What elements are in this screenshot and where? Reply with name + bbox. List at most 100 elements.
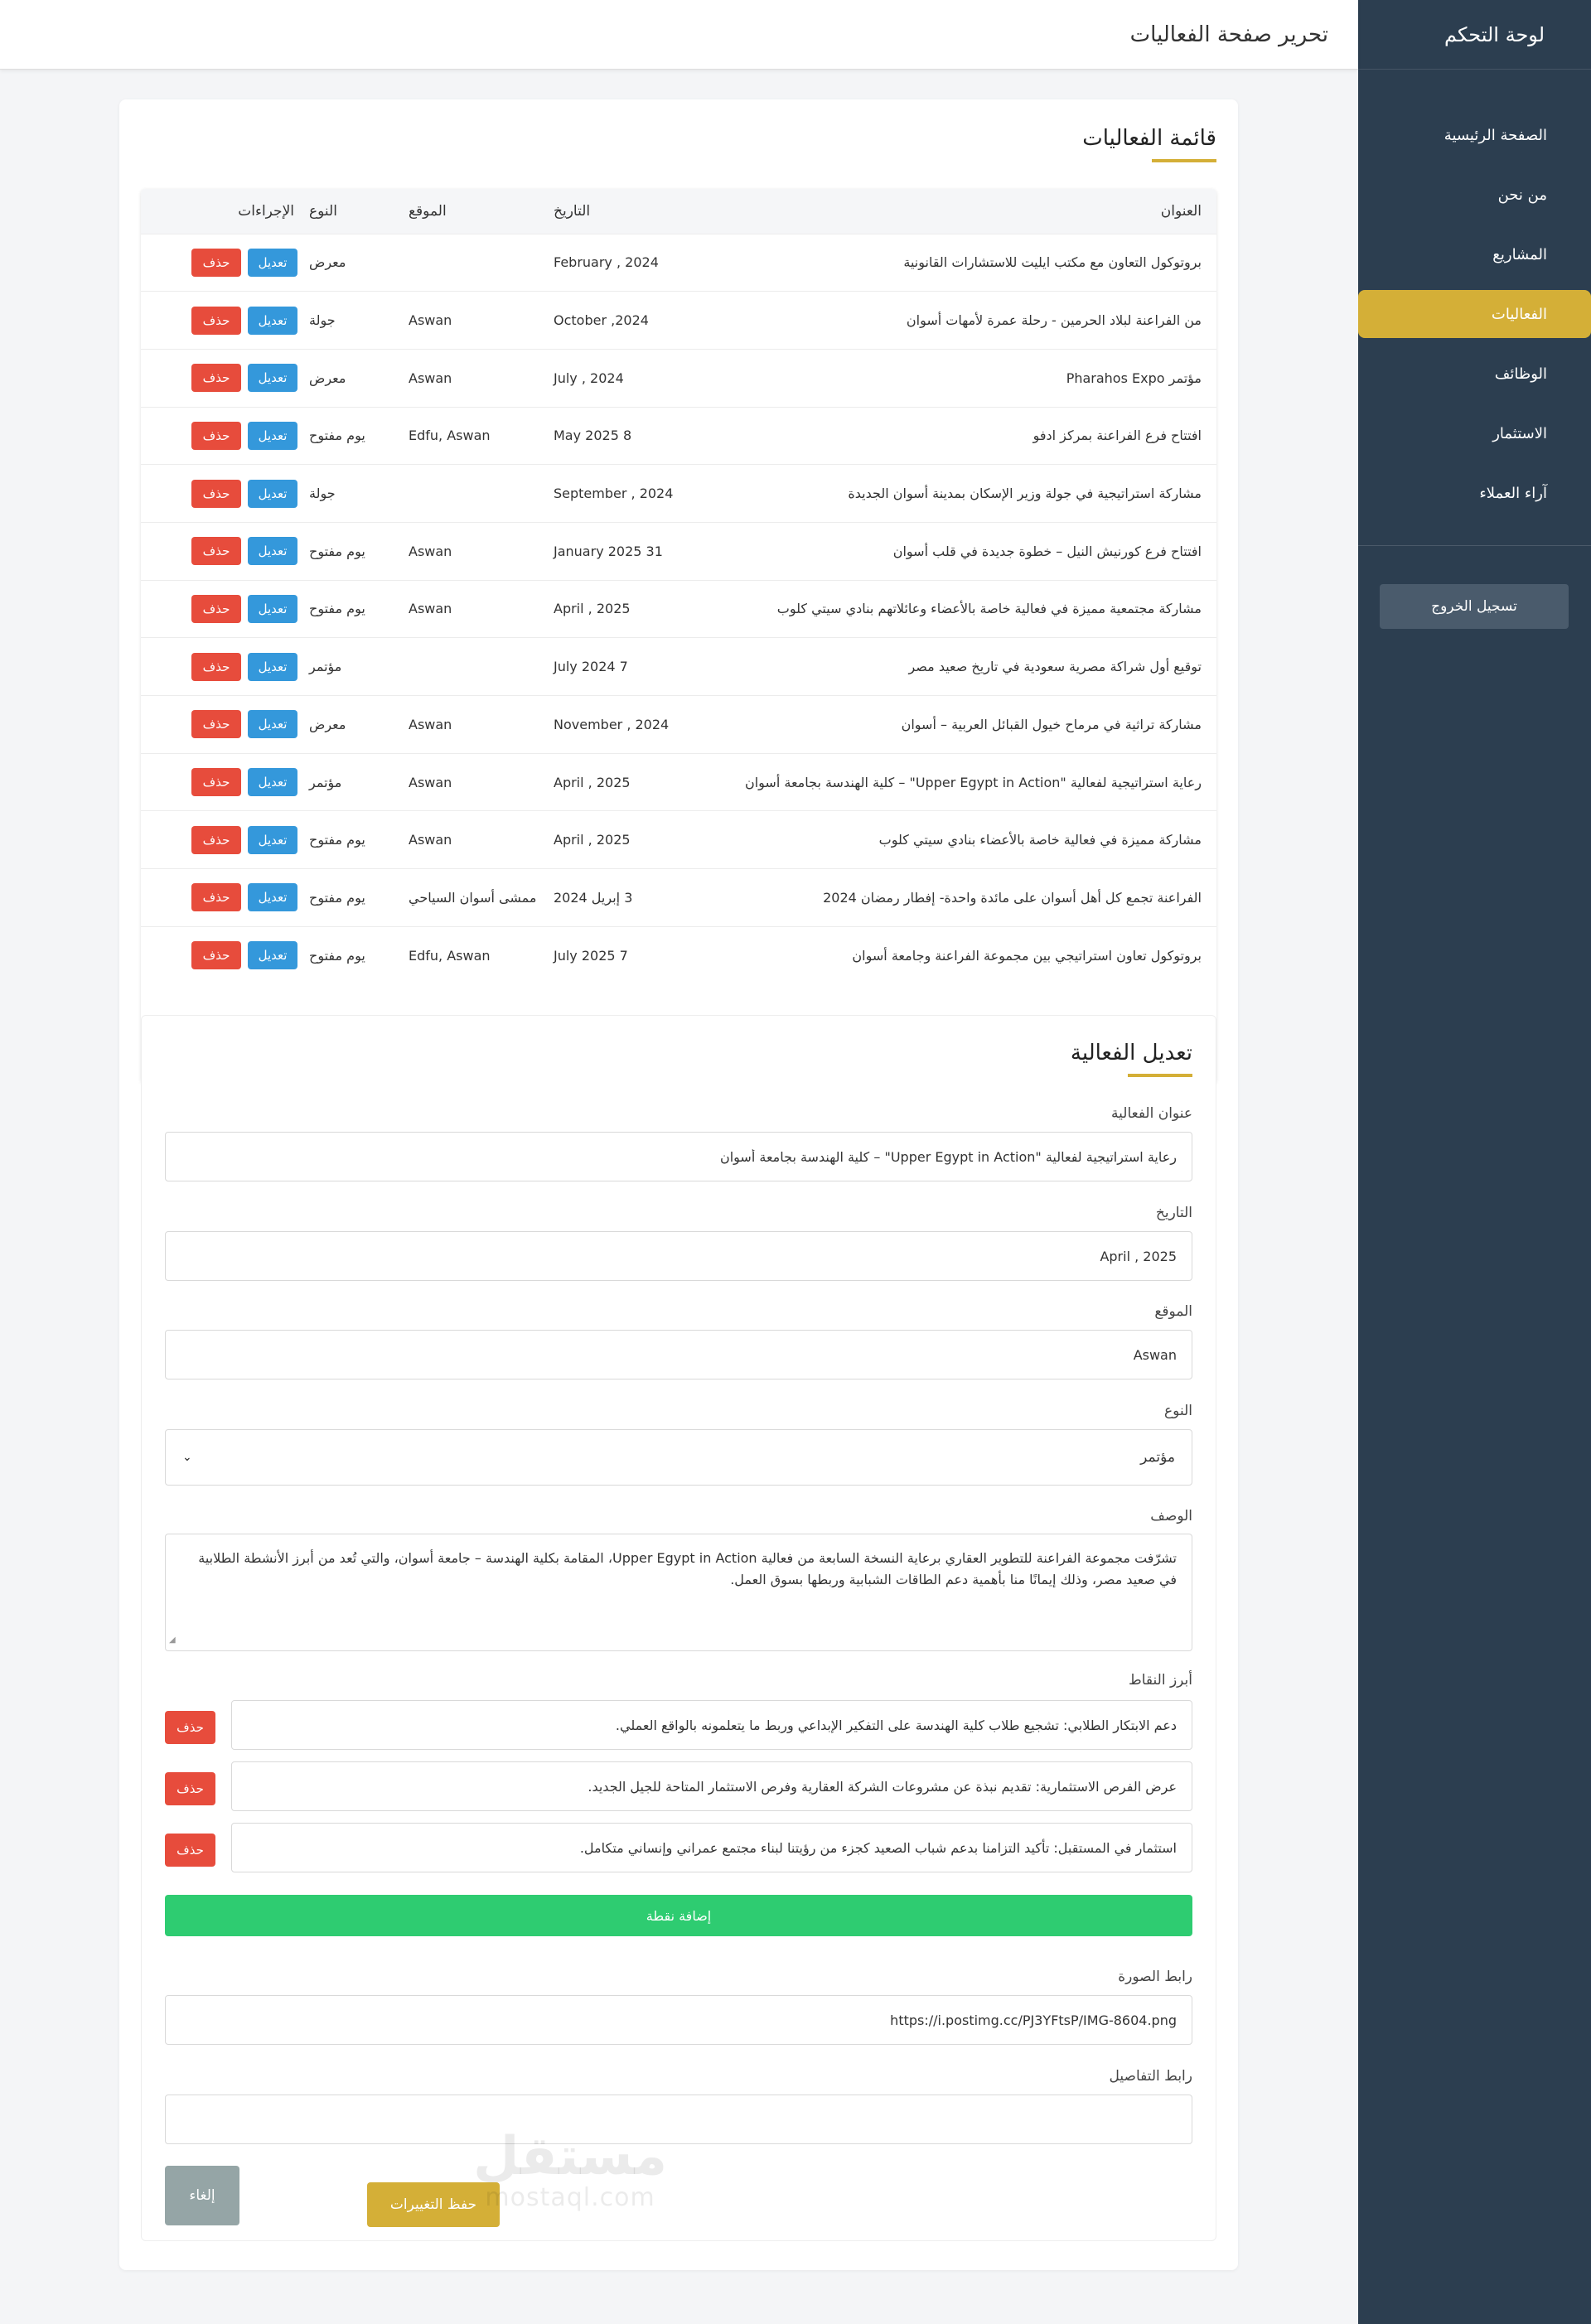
event-type-cell: يوم مفتوح — [309, 543, 365, 559]
sidebar-item-testimonials[interactable]: آراء العملاء — [1479, 484, 1547, 502]
description-text: تشرّفت مجموعة الفراعنة للتطوير العقاري ب… — [198, 1550, 1177, 1587]
edit-button[interactable]: تعديل — [248, 825, 297, 854]
save-changes-button[interactable]: حفظ التغييرات — [367, 2182, 500, 2227]
sidebar-item-investment[interactable]: الاستثمار — [1492, 424, 1547, 442]
page-title: تحرير صفحة الفعاليات — [1129, 22, 1328, 47]
event-title-cell: افتتاح فرع كورنيش النيل – خطوة جديدة في … — [892, 543, 1202, 559]
table-row: توقيع أول شراكة مصرية سعودية في تاريخ صع… — [141, 637, 1216, 696]
sidebar-nav: الصفحة الرئيسية من نحن المشاريع الفعاليا… — [1358, 70, 1591, 517]
table-row: مشاركة مجتمعية مميزة في فعالية خاصة بالأ… — [141, 580, 1216, 638]
sidebar-item-home[interactable]: الصفحة الرئيسية — [1444, 126, 1547, 144]
point-input[interactable]: استثمار في المستقبل: تأكيد التزامنا بدعم… — [231, 1823, 1192, 1872]
point-delete-button[interactable]: حذف — [165, 1772, 215, 1805]
edit-button[interactable]: تعديل — [248, 248, 297, 277]
column-header-title: العنوان — [1160, 202, 1202, 220]
event-date-cell: July , 2024 — [554, 370, 624, 386]
table-row: مؤتمر Pharahos Expo July , 2024 Aswan معرض ت… — [141, 349, 1216, 407]
image-url-label: رابط الصورة — [1118, 1969, 1192, 1985]
sidebar-divider — [1358, 545, 1591, 546]
add-point-button[interactable]: إضافة نقطة — [165, 1895, 1192, 1936]
edit-button[interactable]: تعديل — [248, 594, 297, 623]
event-date-cell: October ,2024 — [554, 312, 649, 329]
edit-button[interactable]: تعديل — [248, 768, 297, 797]
delete-button[interactable]: حذف — [191, 652, 241, 681]
event-date-cell: November , 2024 — [554, 716, 670, 732]
image-url-input[interactable] — [165, 1995, 1192, 2045]
edit-button[interactable]: تعديل — [248, 537, 297, 566]
sidebar-item-about[interactable]: من نحن — [1497, 186, 1547, 204]
event-title-cell: بروتوكول التعاون مع مكتب ايليت للاستشارا… — [903, 254, 1202, 271]
delete-button[interactable]: حذف — [191, 421, 241, 450]
event-date-cell: May 2025 8 — [554, 428, 632, 444]
delete-button[interactable]: حذف — [191, 248, 241, 277]
delete-button[interactable]: حذف — [191, 479, 241, 508]
table-row: بروتوكول تعاون استراتيجي بين مجموعة الفر… — [141, 926, 1216, 984]
location-label: الموقع — [1154, 1303, 1192, 1320]
event-title-cell: بروتوكول تعاون استراتيجي بين مجموعة الفر… — [852, 947, 1202, 964]
events-table-container: العنوان التاريخ الموقع النوع الإجراءات ب… — [141, 189, 1216, 1084]
event-title-cell: مشاركة مميزة في فعالية خاصة بالأعضاء بنا… — [878, 832, 1202, 848]
logout-button[interactable]: تسجيل الخروج — [1380, 584, 1569, 629]
edit-button[interactable]: تعديل — [248, 421, 297, 450]
delete-button[interactable]: حذف — [191, 941, 241, 970]
edit-button[interactable]: تعديل — [248, 710, 297, 739]
type-select[interactable]: مؤتمر ⌄ — [165, 1429, 1192, 1486]
table-row: الفراعنة تجمع كل أهل أسوان على مائدة واح… — [141, 868, 1216, 927]
event-type-cell: مؤتمر — [309, 774, 342, 790]
event-title-cell: مشاركة مجتمعية مميزة في فعالية خاصة بالأ… — [776, 601, 1202, 617]
description-textarea[interactable]: تشرّفت مجموعة الفراعنة للتطوير العقاري ب… — [165, 1534, 1192, 1651]
event-actions-cell: تعديلحذف — [141, 292, 309, 350]
title-underline — [1152, 159, 1216, 162]
event-type-cell: معرض — [309, 370, 346, 386]
date-input[interactable] — [165, 1231, 1192, 1281]
delete-button[interactable]: حذف — [191, 883, 241, 912]
sidebar-title: لوحة التحكم — [1358, 0, 1591, 70]
event-title-input[interactable] — [165, 1132, 1192, 1181]
delete-button[interactable]: حذف — [191, 825, 241, 854]
delete-button[interactable]: حذف — [191, 364, 241, 393]
event-type-cell: معرض — [309, 716, 346, 732]
event-date-cell: September , 2024 — [554, 486, 674, 502]
details-url-input[interactable] — [165, 2094, 1192, 2144]
table-row: بروتوكول التعاون مع مكتب ايليت للاستشارا… — [141, 234, 1216, 292]
delete-button[interactable]: حذف — [191, 537, 241, 566]
cancel-button[interactable]: إلغاء — [165, 2166, 239, 2225]
sidebar: لوحة التحكم الصفحة الرئيسية من نحن المشا… — [1358, 0, 1591, 2324]
edit-button[interactable]: تعديل — [248, 941, 297, 970]
point-row: دعم الابتكار الطلابي: تشجيع طلاب كلية ال… — [165, 1700, 1192, 1750]
column-header-type: النوع — [309, 202, 337, 220]
event-type-cell: جولة — [309, 486, 336, 502]
sidebar-item-jobs[interactable]: الوظائف — [1494, 365, 1547, 383]
event-date-cell: April , 2025 — [554, 601, 631, 617]
edit-button[interactable]: تعديل — [248, 652, 297, 681]
table-row: رعاية استراتيجية لفعالية "Upper Egypt in… — [141, 753, 1216, 811]
delete-button[interactable]: حذف — [191, 710, 241, 739]
type-selected-value: مؤتمر — [1140, 1449, 1175, 1466]
title-underline — [1128, 1074, 1192, 1077]
edit-button[interactable]: تعديل — [248, 364, 297, 393]
point-delete-button[interactable]: حذف — [165, 1834, 215, 1867]
event-date-cell: April , 2025 — [554, 774, 631, 790]
table-row: مشاركة تراثية في مرماح خيول القبائل العر… — [141, 695, 1216, 754]
resize-grip-icon[interactable]: ◢ — [169, 1635, 176, 1645]
event-title-cell: الفراعنة تجمع كل أهل أسوان على مائدة واح… — [823, 889, 1202, 906]
sidebar-item-events[interactable]: الفعاليات — [1358, 290, 1591, 338]
point-delete-button[interactable]: حذف — [165, 1711, 215, 1744]
edit-button[interactable]: تعديل — [248, 883, 297, 912]
point-input[interactable]: دعم الابتكار الطلابي: تشجيع طلاب كلية ال… — [231, 1700, 1192, 1750]
point-input[interactable]: عرض الفرص الاستثمارية: تقديم نبذة عن مشر… — [231, 1761, 1192, 1811]
event-location-cell: Edfu, Aswan — [409, 428, 491, 444]
sidebar-item-projects[interactable]: المشاريع — [1492, 245, 1547, 263]
edit-form-title: تعديل الفعالية — [1070, 1041, 1192, 1065]
event-location-cell: Aswan — [409, 543, 452, 559]
location-input[interactable] — [165, 1330, 1192, 1379]
edit-button[interactable]: تعديل — [248, 306, 297, 335]
event-title-cell: توقيع أول شراكة مصرية سعودية في تاريخ صع… — [908, 659, 1202, 675]
delete-button[interactable]: حذف — [191, 306, 241, 335]
delete-button[interactable]: حذف — [191, 768, 241, 797]
delete-button[interactable]: حذف — [191, 594, 241, 623]
edit-form-header: تعديل الفعالية — [1071, 1041, 1192, 1077]
edit-button[interactable]: تعديل — [248, 479, 297, 508]
event-type-cell: جولة — [309, 312, 336, 329]
column-header-location: الموقع — [409, 202, 447, 220]
